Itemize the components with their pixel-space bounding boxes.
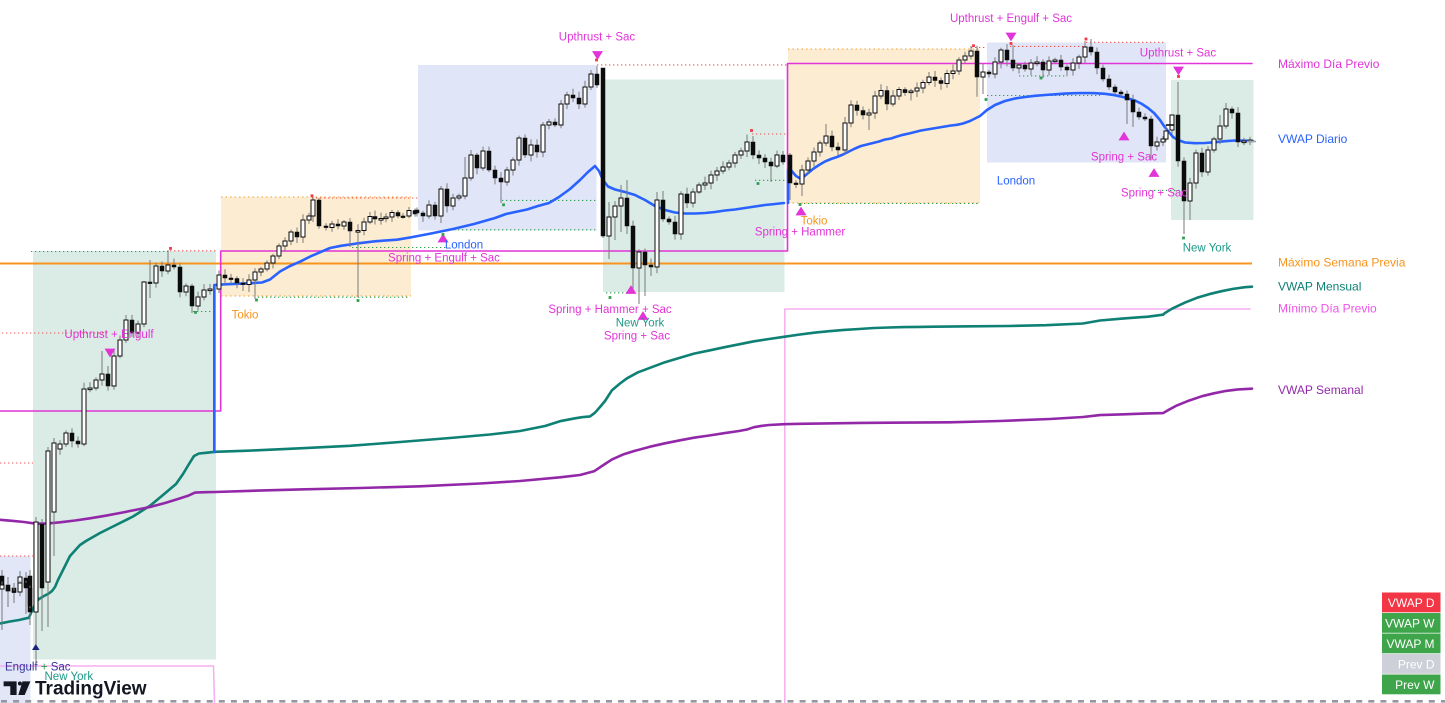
svg-text:Spring + Engulf + Sac: Spring + Engulf + Sac xyxy=(388,253,500,265)
svg-text:TradingView: TradingView xyxy=(35,679,147,700)
svg-text:Tokio: Tokio xyxy=(232,310,259,322)
svg-text:Prev W: Prev W xyxy=(1395,678,1435,692)
svg-text:VWAP D: VWAP D xyxy=(1388,596,1435,610)
svg-text:Spring + Sac: Spring + Sac xyxy=(1121,188,1187,200)
svg-text:VWAP W: VWAP W xyxy=(1385,616,1435,630)
svg-text:London: London xyxy=(997,176,1035,188)
svg-text:VWAP Mensual: VWAP Mensual xyxy=(1278,280,1361,294)
svg-text:Upthrust + Sac: Upthrust + Sac xyxy=(1140,48,1217,60)
svg-text:Spring + Sac: Spring + Sac xyxy=(604,331,670,343)
svg-text:Mínimo Día Previo: Mínimo Día Previo xyxy=(1278,302,1377,316)
svg-text:London: London xyxy=(445,240,483,252)
svg-text:Prev D: Prev D xyxy=(1398,657,1435,671)
svg-text:Spring + Hammer + Sac: Spring + Hammer + Sac xyxy=(548,304,672,316)
svg-text:Máximo Semana Previa: Máximo Semana Previa xyxy=(1278,256,1406,270)
svg-text:New York: New York xyxy=(45,671,94,683)
svg-text:Máximo Día Previo: Máximo Día Previo xyxy=(1278,57,1380,71)
svg-text:Spring + Hammer: Spring + Hammer xyxy=(755,227,846,239)
svg-text:VWAP Semanal: VWAP Semanal xyxy=(1278,383,1363,397)
svg-text:New York: New York xyxy=(1183,243,1232,255)
svg-text:New York: New York xyxy=(616,318,665,330)
svg-text:Engulf + Sac: Engulf + Sac xyxy=(5,662,71,674)
svg-text:Tokio: Tokio xyxy=(801,216,828,228)
svg-text:Upthrust + Engulf: Upthrust + Engulf xyxy=(64,329,154,341)
svg-text:Spring + Sac: Spring + Sac xyxy=(1091,152,1157,164)
svg-text:Upthrust + Sac: Upthrust + Sac xyxy=(559,32,636,44)
svg-text:VWAP M: VWAP M xyxy=(1386,637,1434,651)
svg-text:VWAP Diario: VWAP Diario xyxy=(1278,132,1348,146)
svg-text:Upthrust + Engulf + Sac: Upthrust + Engulf + Sac xyxy=(950,13,1072,25)
